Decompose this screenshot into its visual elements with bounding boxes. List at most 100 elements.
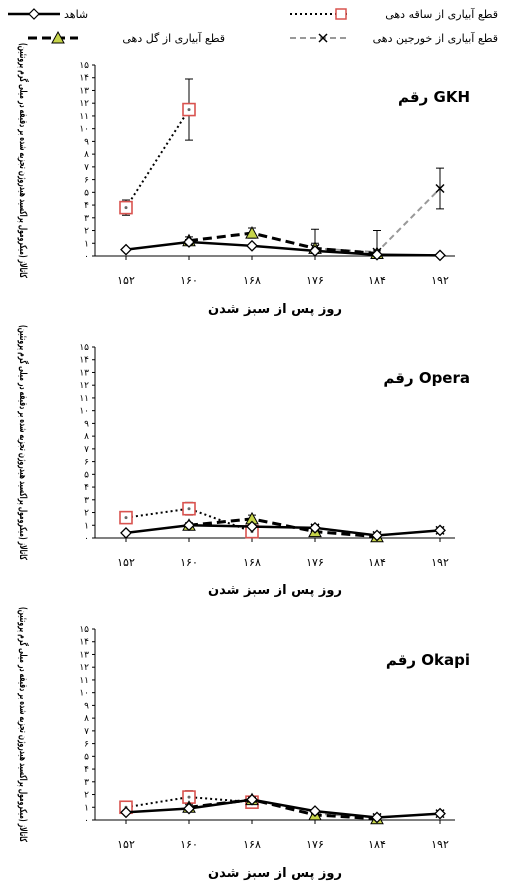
series-line-flowering <box>188 231 378 255</box>
control-point-1 <box>183 802 195 815</box>
legend-entry-stem: قطع آبیاری از ساقه دهی <box>290 7 498 21</box>
y-tick-label: ۹ <box>84 701 89 711</box>
control-point-5 <box>434 524 446 537</box>
y-tick-label: ۱۰ <box>79 689 89 699</box>
y-tick-label: ۶ <box>84 458 89 468</box>
control-point-5 <box>434 249 446 262</box>
legend: شاهد قطع آبیاری از ساقه دهی قطع آبیاری ا… <box>8 7 498 45</box>
series-line-control <box>125 524 441 537</box>
x-tick-label: ۱۹۲ <box>431 274 449 287</box>
control-point-2 <box>246 520 258 533</box>
x-axis-label: روز پس از سبز شدن <box>208 866 342 881</box>
legend-entry-flowering: قطع آبیاری از گل دهی <box>28 30 225 45</box>
x-tick-label: ۱۸۴ <box>368 838 386 851</box>
legend-label-stem: قطع آبیاری از ساقه دهی <box>385 7 498 21</box>
control-point-3 <box>309 805 321 818</box>
x-tick-label: ۱۷۶ <box>306 556 324 569</box>
stem-point-dot-1 <box>187 507 191 511</box>
series-stem <box>119 78 196 216</box>
chart-title: رقم Okapi <box>386 651 470 669</box>
y-tick-label: ۰ <box>84 252 89 262</box>
stem-point-dot-1 <box>187 795 191 799</box>
series-control <box>120 236 446 262</box>
control-point-1 <box>183 519 195 532</box>
stem-point-dot-0 <box>124 516 128 520</box>
series-line-stem <box>125 109 190 209</box>
y-tick-label: ۲ <box>84 509 89 519</box>
y-tick-label: ۱۳ <box>79 86 89 96</box>
x-tick-label: ۱۹۲ <box>431 838 449 851</box>
y-tick-label: ۴ <box>84 201 89 211</box>
y-tick-label: ۳ <box>84 778 89 788</box>
y-axis-label: کاتالاز (میکرومول پراکسید هیدروژن تجزیه … <box>17 43 30 278</box>
y-tick-label: ۱۴ <box>79 74 89 84</box>
control-point-3 <box>309 244 321 257</box>
y-tick-label: ۱۰ <box>79 407 89 417</box>
control-point-5 <box>434 807 446 820</box>
series-line-stem <box>125 507 253 533</box>
series-flowering <box>182 792 384 825</box>
legend-entry-control: شاهد <box>8 8 88 21</box>
y-tick-label: ۴ <box>84 765 89 775</box>
triangle-marker-icon <box>51 30 65 44</box>
y-tick-label: ۷ <box>84 445 89 455</box>
y-tick-label: ۲ <box>84 227 89 237</box>
series-control <box>120 793 446 824</box>
series-line-control <box>125 798 441 819</box>
y-tick-label: ۳ <box>84 496 89 506</box>
y-tick-label: ۰ <box>84 534 89 544</box>
y-tick-label: ۷ <box>84 727 89 737</box>
control-point-0 <box>120 806 132 819</box>
control-point-3 <box>309 521 321 534</box>
y-tick-label: ۱۲ <box>79 99 89 109</box>
x-tick-label: ۱۷۶ <box>306 838 324 851</box>
y-tick-label: ۷ <box>84 163 89 173</box>
y-tick-label: ۱۴ <box>79 638 89 648</box>
y-tick-label: ۴ <box>84 483 89 493</box>
x-tick-label: ۱۶۰ <box>180 556 198 569</box>
stem-point-dot-0 <box>124 206 128 210</box>
control-point-0 <box>120 526 132 539</box>
series-control <box>120 519 446 542</box>
control-point-0 <box>120 243 132 256</box>
y-tick-label: ۱۳ <box>79 650 89 660</box>
y-tick-label: ۱ <box>84 239 89 249</box>
series-podding <box>310 167 445 257</box>
x-tick-label: ۱۵۲ <box>117 838 135 851</box>
y-tick-label: ۶ <box>84 740 89 750</box>
y-tick-label: ۱ <box>84 803 89 813</box>
y-tick-label: ۱۱ <box>79 676 89 686</box>
y-tick-label: ۱۲ <box>79 663 89 673</box>
control-point-2 <box>246 239 258 252</box>
y-tick-label: ۱۵ <box>79 61 89 71</box>
y-tick-label: ۰ <box>84 816 89 826</box>
y-tick-label: ۱۱ <box>79 394 89 404</box>
control-point-4 <box>371 529 383 542</box>
legend-entry-podding: قطع آبیاری از خورجین دهی <box>290 31 498 45</box>
x-tick-label: ۱۷۶ <box>306 274 324 287</box>
flowering-point-2 <box>245 226 259 239</box>
y-tick-label: ۸ <box>84 714 89 724</box>
series-line-stem <box>125 796 253 809</box>
y-tick-label: ۵ <box>84 470 89 480</box>
y-tick-label: ۵ <box>84 752 89 762</box>
y-tick-label: ۱۳ <box>79 368 89 378</box>
x-tick-label: ۱۶۸ <box>243 274 261 287</box>
y-axis-label: کاتالاز (میکرومول پراکسید هیدروژن تجزیه … <box>17 325 30 560</box>
stem-point-dot-1 <box>187 108 191 112</box>
x-tick-label: ۱۸۴ <box>368 556 386 569</box>
control-point-4 <box>371 248 383 261</box>
x-tick-label: ۱۶۸ <box>243 556 261 569</box>
y-tick-label: ۱۵ <box>79 343 89 353</box>
y-tick-label: ۵ <box>84 188 89 198</box>
y-tick-label: ۱۲ <box>79 381 89 391</box>
podding-point-5 <box>435 183 445 194</box>
x-tick-label: ۱۶۰ <box>180 274 198 287</box>
series-line-flowering <box>188 798 378 821</box>
y-tick-label: ۸ <box>84 432 89 442</box>
y-tick-label: ۱۵ <box>79 625 89 635</box>
